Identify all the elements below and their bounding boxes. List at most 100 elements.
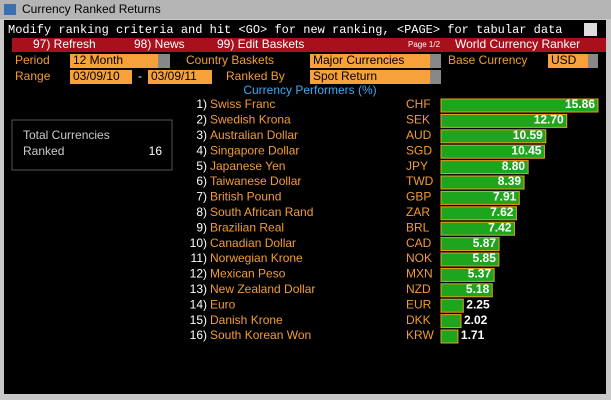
bar [440,314,462,329]
rank: 16) [190,328,207,342]
currency-code: CAD [406,236,432,250]
ranked-by-value: Spot Return [313,69,377,83]
chart-title: Currency Performers (%) [243,83,376,97]
currency-code: NZD [406,282,431,296]
bar [440,190,520,205]
menu-bar [12,38,606,52]
bar [440,175,525,190]
baskets-label: Country Baskets [186,53,274,67]
bar [440,113,568,128]
currency-code: MXN [406,267,433,281]
range-end-field[interactable] [148,70,212,84]
summary-label: Total Currencies [23,128,110,142]
rank: 9) [196,220,207,234]
dropdown[interactable] [430,70,441,84]
bar [440,252,500,267]
currency-name: Japanese Yen [210,159,285,173]
rank: 15) [190,313,207,327]
value-label: 7.42 [488,220,512,234]
summary-label: Ranked [23,144,64,158]
rank: 8) [196,205,207,219]
rank: 13) [190,282,207,296]
currency-code: EUR [406,297,432,311]
currency-code: SGD [406,143,432,157]
rank: 14) [190,297,207,311]
base-value: USD [551,53,577,67]
summary-value: 16 [149,144,163,158]
currency-code: TWD [406,174,434,188]
range-start-field[interactable] [70,70,132,84]
rank: 2) [196,113,207,127]
print-icon[interactable] [584,23,597,36]
currency-name: Danish Krone [210,313,283,327]
value-label: 7.62 [490,205,514,219]
range-separator: - [138,69,142,83]
rank: 5) [196,159,207,173]
currency-code: NOK [406,251,432,265]
value-label: 8.39 [498,174,522,188]
bar [440,206,517,221]
currency-name: Singapore Dollar [210,143,299,157]
range-start: 03/09/10 [73,69,120,83]
currency-code: DKK [406,313,431,327]
period-label: Period [15,53,50,67]
period-field[interactable] [70,54,158,68]
currency-name: South African Rand [210,205,313,219]
summary-box [11,119,173,171]
rank: 6) [196,174,207,188]
value-label: 8.80 [502,159,526,173]
value-label: 12.70 [534,113,564,127]
currency-name: Swiss Franc [210,97,275,111]
range-label: Range [15,69,51,83]
bar [440,267,495,282]
base-label: Base Currency [448,53,527,67]
currency-name: Swedish Krona [210,113,291,127]
bar [440,221,515,236]
dropdown[interactable] [430,54,441,68]
bar [440,129,547,144]
menu-item[interactable]: 97) Refresh [33,37,96,51]
rank: 12) [190,267,207,281]
rank: 10) [190,236,207,250]
baskets-field[interactable] [310,54,430,68]
currency-name: New Zealand Dollar [210,282,315,296]
baskets-value: Major Currencies [313,53,404,67]
value-label: 5.87 [473,236,497,250]
value-label: 7.91 [493,190,517,204]
dropdown[interactable] [158,54,170,68]
screen-title: World Currency Ranker [455,37,580,51]
currency-code: BRL [406,220,430,234]
dropdown[interactable] [588,54,598,68]
currency-code: GBP [406,190,431,204]
currency-code: JPY [406,159,428,173]
currency-code: CHF [406,97,431,111]
currency-code: KRW [406,328,434,342]
bar [440,237,500,252]
currency-name: British Pound [210,190,281,204]
value-label: 2.25 [466,297,490,311]
value-label: 2.02 [464,313,488,327]
menu-item[interactable]: 99) Edit Baskets [217,37,304,51]
rank: 3) [196,128,207,142]
period-value: 12 Month [73,53,123,67]
value-label: 1.71 [461,328,485,342]
ranked-by-field[interactable] [310,70,430,84]
rank: 4) [196,143,207,157]
ranked-by-label: Ranked By [226,69,285,83]
title-bar [0,0,611,19]
bar [440,329,459,344]
value-label: 5.18 [466,282,490,296]
menu-item[interactable]: 98) News [134,37,185,51]
currency-code: ZAR [406,205,430,219]
bar [440,160,529,175]
bar [440,98,599,113]
app-icon [4,4,16,15]
rank: 1) [196,97,207,111]
rank: 7) [196,190,207,204]
bar [440,144,545,159]
currency-name: Australian Dollar [210,128,298,142]
window-title: Currency Ranked Returns [22,2,161,16]
currency-name: Brazilian Real [210,220,284,234]
base-field[interactable] [548,54,588,68]
